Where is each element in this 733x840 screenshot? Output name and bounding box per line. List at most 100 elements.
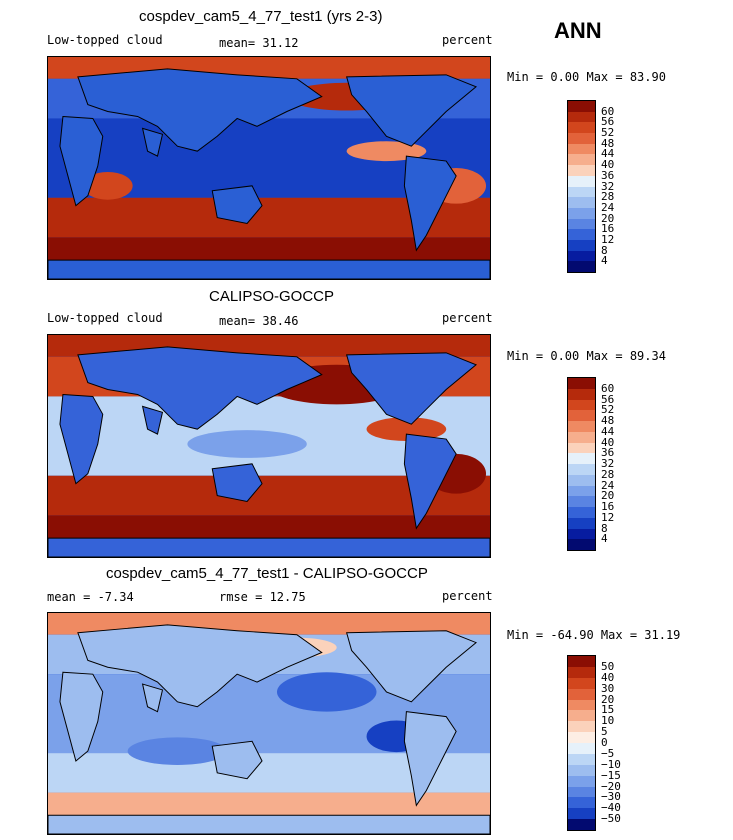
colorbar-tick-label: 20 xyxy=(601,211,615,225)
colorbar-swatch xyxy=(568,133,595,144)
continent-outline xyxy=(345,74,478,147)
colorbar-swatch xyxy=(568,764,595,776)
colorbar-swatch xyxy=(568,431,595,443)
colorbar-tick-label: −10 xyxy=(601,757,621,771)
colorbar-tick-label: 52 xyxy=(601,403,615,417)
panel-1-title: cospdev_cam5_4_77_test1 (yrs 2-3) xyxy=(139,8,383,25)
continent-outline xyxy=(211,185,263,225)
panel-1-colorbar xyxy=(567,100,596,273)
colorbar-tick-label: 15 xyxy=(601,703,615,717)
colorbar-swatch xyxy=(568,218,595,230)
colorbar-tick-label: 8 xyxy=(601,243,608,257)
continent-outline xyxy=(403,433,457,530)
colorbar-swatch xyxy=(568,378,595,389)
colorbar-tick-label: 60 xyxy=(601,381,615,395)
map-cloud-deck xyxy=(366,417,447,442)
colorbar-swatch xyxy=(568,154,595,166)
continent-outline xyxy=(77,346,323,430)
colorbar-tick-label: −30 xyxy=(601,790,621,804)
colorbar-swatch xyxy=(568,528,595,540)
map-cloud-deck xyxy=(187,430,307,458)
colorbar-tick-label: 0 xyxy=(601,736,608,749)
colorbar-swatch xyxy=(568,485,595,497)
colorbar-swatch xyxy=(568,677,595,689)
panel-1-minmax-label: Min = 0.00 Max = 83.90 xyxy=(507,70,666,84)
colorbar-swatch xyxy=(568,732,595,743)
colorbar-tick-label: 32 xyxy=(601,457,615,470)
continent-outline xyxy=(59,115,104,207)
colorbar-tick-label: −15 xyxy=(601,768,621,782)
map-cloud-deck xyxy=(82,171,133,200)
colorbar-swatch xyxy=(568,207,595,219)
colorbar-tick-label: 24 xyxy=(601,200,615,214)
colorbar-tick-label: −40 xyxy=(601,801,621,815)
colorbar-swatch xyxy=(568,710,595,722)
panel-2-title: CALIPSO-GOCCP xyxy=(209,288,335,305)
colorbar-tick-label: −50 xyxy=(601,812,621,826)
colorbar-swatch xyxy=(568,474,595,486)
continent-outline xyxy=(59,393,104,485)
colorbar-swatch xyxy=(568,808,595,820)
colorbar-swatch xyxy=(568,464,595,475)
continent-outline xyxy=(48,814,490,834)
colorbar-tick-label: 16 xyxy=(601,500,615,513)
colorbar-swatch xyxy=(568,175,595,187)
colorbar-tick-label: 56 xyxy=(601,115,615,129)
continent-outline xyxy=(403,155,457,252)
continent-outline xyxy=(345,630,478,703)
colorbar-swatch xyxy=(568,388,595,400)
colorbar-tick-label: 10 xyxy=(601,714,615,728)
continent-outline xyxy=(141,127,164,157)
colorbar-swatch xyxy=(568,656,595,667)
colorbar-swatch xyxy=(568,797,595,809)
colorbar-swatch xyxy=(568,442,595,454)
colorbar-tick-label: 12 xyxy=(601,232,615,246)
panel-3-units-label: percent xyxy=(442,589,493,603)
colorbar-tick-label: 24 xyxy=(601,478,615,492)
panel-3-colorbar xyxy=(567,655,596,831)
colorbar-tick-label: 28 xyxy=(601,190,615,204)
colorbar-tick-label: 50 xyxy=(601,659,615,673)
colorbar-swatch xyxy=(568,775,595,787)
continent-outline xyxy=(403,711,457,807)
colorbar-tick-label: 12 xyxy=(601,510,615,524)
colorbar-swatch xyxy=(568,143,595,155)
colorbar-tick-label: 32 xyxy=(601,179,615,193)
continent-outline xyxy=(77,624,323,708)
season-label: ANN xyxy=(554,18,602,43)
colorbar-swatch xyxy=(568,743,595,754)
colorbar-tick-label: 40 xyxy=(601,670,615,684)
panel-1-map xyxy=(47,56,491,280)
colorbar-tick-label: 36 xyxy=(601,168,615,182)
colorbar-swatch xyxy=(568,122,595,134)
colorbar-tick-label: 44 xyxy=(601,424,615,438)
colorbar-swatch xyxy=(568,399,595,411)
colorbar-tick-label: 16 xyxy=(601,222,615,236)
colorbar-tick-label: 4 xyxy=(601,532,608,546)
colorbar-tick-label: 20 xyxy=(601,489,615,503)
continent-outline xyxy=(48,537,490,557)
map-cloud-deck xyxy=(127,737,228,765)
colorbar-swatch xyxy=(568,239,595,251)
continent-outline xyxy=(211,740,263,780)
colorbar-swatch xyxy=(568,507,595,518)
continent-outline xyxy=(141,683,164,713)
colorbar-tick-label: 36 xyxy=(601,446,615,460)
panel-1-left-label: Low-topped cloud xyxy=(47,33,163,47)
colorbar-tick-label: 8 xyxy=(601,521,608,535)
colorbar-swatch xyxy=(568,197,595,208)
colorbar-swatch xyxy=(568,666,595,678)
colorbar-tick-label: 20 xyxy=(601,692,615,706)
colorbar-swatch xyxy=(568,496,595,507)
map-field xyxy=(48,335,490,557)
colorbar-swatch xyxy=(568,410,595,421)
colorbar-tick-label: 5 xyxy=(601,725,608,739)
colorbar-swatch xyxy=(568,688,595,700)
panel-3-rmse-label: rmse = 12.75 xyxy=(219,590,306,604)
panel-3-map xyxy=(47,612,491,835)
colorbar-tick-label: 40 xyxy=(601,158,615,172)
colorbar-swatch xyxy=(568,453,595,464)
panel-2-left-label: Low-topped cloud xyxy=(47,311,163,325)
colorbar-swatch xyxy=(568,250,595,262)
map-cloud-deck xyxy=(276,672,377,712)
